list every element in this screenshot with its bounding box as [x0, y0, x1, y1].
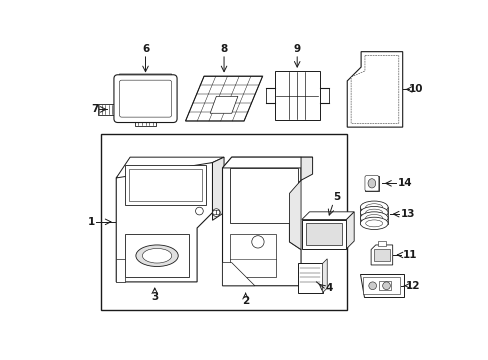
Polygon shape — [350, 55, 398, 123]
Text: 8: 8 — [220, 44, 227, 54]
Ellipse shape — [365, 204, 382, 211]
Bar — [101, 134, 346, 310]
Polygon shape — [322, 259, 326, 293]
Circle shape — [251, 236, 264, 248]
Polygon shape — [274, 71, 319, 120]
Text: 4: 4 — [325, 283, 332, 293]
Text: 3: 3 — [151, 292, 158, 302]
Polygon shape — [222, 263, 254, 286]
Ellipse shape — [367, 179, 375, 188]
Ellipse shape — [360, 212, 387, 224]
Polygon shape — [301, 212, 353, 220]
Text: 11: 11 — [402, 250, 417, 260]
Circle shape — [382, 282, 389, 289]
Bar — [230, 234, 276, 276]
Polygon shape — [301, 157, 312, 180]
Circle shape — [368, 282, 376, 289]
FancyBboxPatch shape — [119, 80, 171, 117]
Polygon shape — [222, 157, 312, 168]
Polygon shape — [359, 274, 404, 297]
Polygon shape — [212, 157, 224, 220]
Polygon shape — [185, 76, 262, 121]
Text: 1: 1 — [88, 217, 95, 227]
Text: ↀ: ↀ — [212, 210, 220, 216]
Bar — [378, 281, 390, 291]
Ellipse shape — [365, 209, 382, 216]
Ellipse shape — [142, 248, 171, 263]
Polygon shape — [116, 259, 125, 282]
Circle shape — [195, 207, 203, 215]
Ellipse shape — [365, 215, 382, 221]
Polygon shape — [119, 74, 171, 78]
Ellipse shape — [360, 201, 387, 213]
Text: 2: 2 — [242, 296, 249, 306]
Polygon shape — [222, 157, 301, 286]
Circle shape — [212, 209, 220, 216]
Text: 14: 14 — [397, 178, 411, 188]
Polygon shape — [116, 157, 224, 178]
Text: 12: 12 — [405, 281, 419, 291]
Text: 13: 13 — [400, 209, 414, 219]
Ellipse shape — [136, 245, 178, 266]
Text: 5: 5 — [333, 192, 340, 202]
Polygon shape — [346, 52, 402, 127]
Bar — [125, 165, 206, 205]
Polygon shape — [370, 245, 392, 265]
Text: 9: 9 — [293, 44, 300, 54]
Polygon shape — [116, 163, 212, 282]
Ellipse shape — [360, 217, 387, 230]
Polygon shape — [289, 180, 301, 249]
Polygon shape — [98, 104, 116, 115]
Bar — [297, 264, 322, 293]
FancyBboxPatch shape — [114, 75, 177, 122]
Bar — [306, 223, 341, 245]
Bar — [230, 168, 297, 223]
Bar — [129, 169, 202, 201]
Bar — [362, 277, 399, 294]
Bar — [301, 220, 346, 249]
Text: 7: 7 — [91, 104, 98, 114]
Polygon shape — [116, 105, 122, 113]
Ellipse shape — [360, 206, 387, 219]
Bar — [377, 241, 385, 247]
Ellipse shape — [365, 220, 382, 227]
Text: 10: 10 — [408, 84, 423, 94]
Polygon shape — [210, 96, 238, 113]
Text: 6: 6 — [142, 44, 149, 54]
Bar — [373, 249, 389, 261]
Bar — [125, 234, 188, 276]
Bar — [135, 119, 156, 126]
Polygon shape — [364, 176, 378, 191]
Polygon shape — [346, 212, 353, 249]
FancyBboxPatch shape — [364, 176, 378, 191]
